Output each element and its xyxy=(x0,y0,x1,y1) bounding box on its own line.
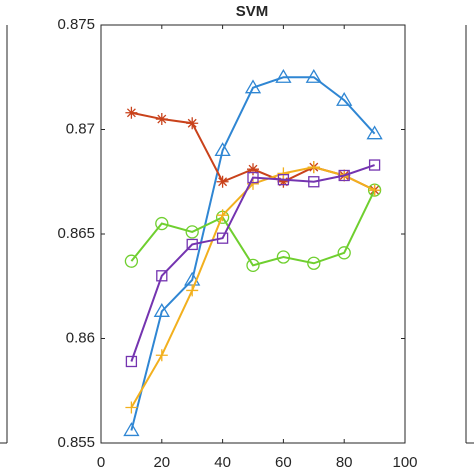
marker xyxy=(125,355,138,368)
marker xyxy=(337,246,351,260)
marker xyxy=(125,401,138,414)
x-tick-label: 60 xyxy=(275,454,292,471)
x-tick-label: 40 xyxy=(214,454,231,471)
x-tick-label: 100 xyxy=(392,454,417,471)
series-line xyxy=(130,164,375,362)
marker xyxy=(336,91,353,106)
marker xyxy=(368,159,381,171)
y-tick-label: 0.865 xyxy=(57,225,95,242)
marker xyxy=(186,238,198,251)
marker xyxy=(276,250,291,264)
marker xyxy=(246,258,260,273)
series-line xyxy=(130,189,376,267)
marker xyxy=(153,303,170,317)
marker xyxy=(155,216,169,231)
marker xyxy=(185,225,199,239)
marker xyxy=(214,142,231,157)
marker xyxy=(305,68,322,83)
marker xyxy=(244,79,262,94)
marker xyxy=(308,176,320,188)
marker xyxy=(338,169,350,182)
marker xyxy=(277,175,290,188)
chart-title: SVM xyxy=(236,3,269,20)
marker xyxy=(216,209,229,222)
y-tick-label: 0.87 xyxy=(66,120,95,137)
marker xyxy=(155,113,168,126)
marker xyxy=(275,68,292,83)
marker xyxy=(216,175,229,188)
marker xyxy=(366,125,383,140)
marker xyxy=(307,161,320,174)
y-tick-label: 0.86 xyxy=(66,329,95,346)
series-line xyxy=(130,166,376,408)
y-tick-label: 0.875 xyxy=(57,16,95,33)
marker xyxy=(247,171,259,184)
marker xyxy=(247,163,259,176)
series-line xyxy=(130,76,376,431)
marker xyxy=(125,106,138,119)
marker xyxy=(277,174,290,186)
marker xyxy=(307,256,321,270)
marker xyxy=(156,270,168,282)
x-tick-label: 0 xyxy=(97,454,105,471)
marker xyxy=(277,167,290,180)
marker xyxy=(216,232,229,244)
marker xyxy=(368,184,381,197)
marker xyxy=(155,349,168,362)
marker xyxy=(186,117,199,130)
marker xyxy=(123,422,140,437)
marker xyxy=(186,284,199,297)
marker xyxy=(124,254,139,268)
y-tick-label: 0.855 xyxy=(57,434,95,451)
x-tick-label: 80 xyxy=(336,454,353,471)
x-tick-label: 20 xyxy=(153,454,170,471)
